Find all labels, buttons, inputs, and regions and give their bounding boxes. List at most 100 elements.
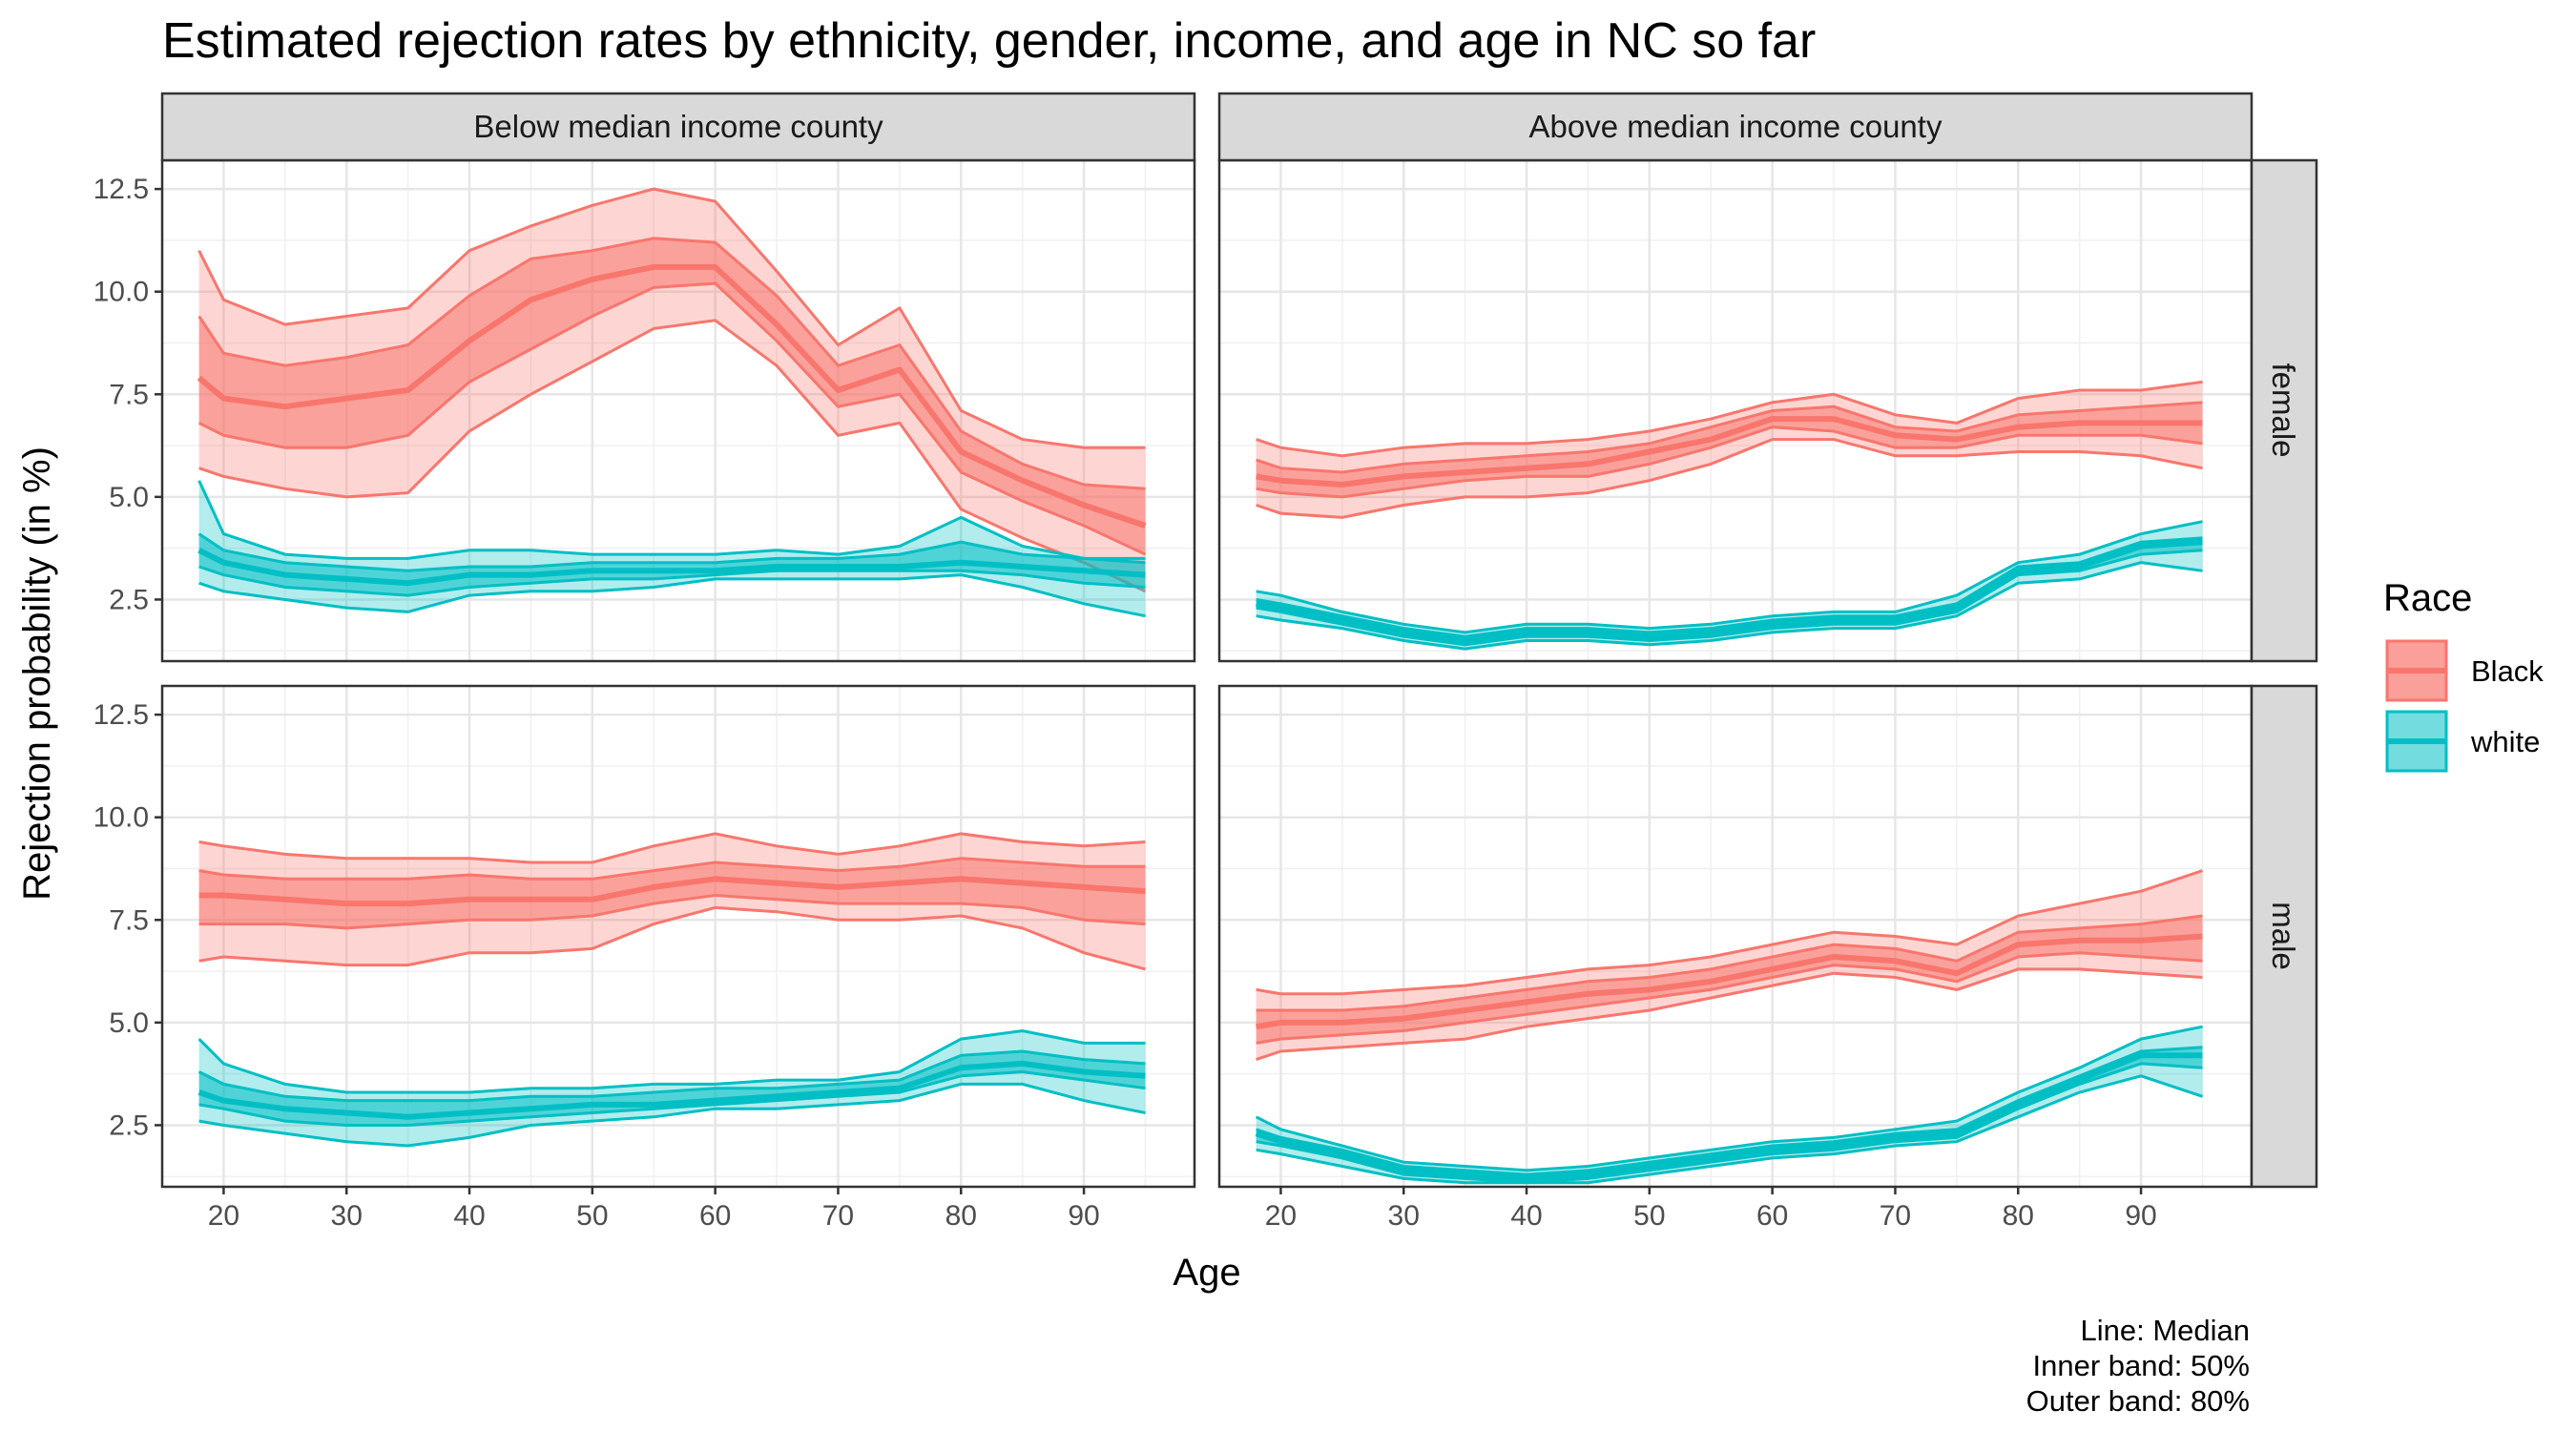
black-lower80-line bbox=[198, 905, 1146, 971]
black-upper80-line bbox=[198, 832, 1146, 864]
black-upper80-line bbox=[197, 187, 1146, 449]
x-tick-label: 60 bbox=[1756, 1200, 1788, 1232]
black-lower50-line bbox=[197, 281, 1147, 556]
x-tick-label: 90 bbox=[1068, 1200, 1099, 1232]
black-upper80-line bbox=[1256, 869, 2203, 996]
caption-line-3: Outer band: 80% bbox=[2026, 1384, 2250, 1418]
strip-row-2: male bbox=[2250, 684, 2318, 1189]
caption: Line: Median Inner band: 50% Outer band:… bbox=[2026, 1314, 2250, 1418]
black-lower80-line bbox=[1256, 967, 2203, 1062]
y-tick-label: 10.0 bbox=[93, 277, 149, 308]
white-median-line bbox=[1256, 539, 2203, 644]
x-tick-label: 30 bbox=[1388, 1200, 1420, 1232]
white-lower50-line bbox=[198, 565, 1146, 597]
panel-above-male: 20 30 40 50 60 70 80 90 bbox=[1217, 684, 2254, 1232]
y-tick-label: 5.0 bbox=[109, 1007, 149, 1039]
x-tick-label: 90 bbox=[2125, 1200, 2156, 1232]
x-tick-label: 40 bbox=[1510, 1200, 1542, 1232]
white-upper50-line bbox=[1256, 536, 2203, 638]
x-tick-label: 40 bbox=[453, 1200, 485, 1232]
series-white bbox=[197, 480, 1146, 618]
white-upper50-line bbox=[197, 1049, 1146, 1103]
chart-title: Estimated rejection rates by ethnicity, … bbox=[162, 13, 1816, 69]
y-tick-label: 7.5 bbox=[109, 904, 149, 936]
black-upper50-line bbox=[1256, 401, 2203, 474]
panel-below-female: 2.5 5.0 7.5 10.0 12.5 bbox=[93, 158, 1196, 663]
black-outer-band bbox=[198, 189, 1146, 591]
white-median-line bbox=[197, 1060, 1146, 1120]
white-lower80-line bbox=[1256, 561, 2203, 651]
x-tick-label: 50 bbox=[1633, 1200, 1665, 1232]
black-median-line bbox=[197, 263, 1147, 529]
y-axis-title: Rejection probability (in %) bbox=[16, 446, 58, 901]
white-lower50-line bbox=[198, 1069, 1146, 1127]
legend: Race Black white bbox=[2383, 577, 2544, 773]
series-white bbox=[1256, 520, 2203, 651]
caption-line-1: Line: Median bbox=[2080, 1314, 2250, 1347]
series-black bbox=[1256, 380, 2203, 519]
x-tick-label: 70 bbox=[822, 1200, 854, 1232]
white-median-line bbox=[1255, 1052, 2203, 1182]
black-lower50-line bbox=[198, 893, 1146, 930]
x-tick-label: 80 bbox=[945, 1200, 977, 1232]
y-tick-label: 2.5 bbox=[109, 1110, 149, 1141]
white-lower80-line bbox=[198, 573, 1146, 618]
series-white bbox=[1255, 1025, 2203, 1185]
black-upper50-line bbox=[198, 857, 1146, 881]
white-upper50-line bbox=[1256, 1046, 2203, 1176]
y-tick-label: 7.5 bbox=[109, 379, 149, 410]
white-lower50-line bbox=[1256, 549, 2203, 647]
white-lower50-line bbox=[1256, 1062, 2203, 1185]
black-upper80-line bbox=[1256, 380, 2203, 458]
white-upper50-line bbox=[197, 532, 1146, 572]
black-outer-band bbox=[1256, 382, 2203, 518]
black-inner-band bbox=[198, 858, 1146, 928]
series-black bbox=[1256, 869, 2203, 1062]
strip-col-1: Below median income county bbox=[160, 92, 1196, 162]
series-white bbox=[197, 1028, 1146, 1148]
black-lower80-line bbox=[1256, 438, 2203, 519]
y-tick-label: 10.0 bbox=[93, 802, 149, 834]
x-axis-title: Age bbox=[1173, 1252, 1240, 1294]
panel-above-female bbox=[1217, 158, 2254, 663]
black-median-line bbox=[198, 876, 1146, 907]
strip-col-1-label: Below median income county bbox=[473, 109, 883, 144]
y-tick-label: 12.5 bbox=[93, 174, 149, 205]
white-lower80-line bbox=[1256, 1074, 2203, 1185]
x-tick-label: 50 bbox=[576, 1200, 608, 1232]
y-tick-label: 5.0 bbox=[109, 482, 149, 513]
series-black bbox=[197, 187, 1147, 593]
strip-row-2-label: male bbox=[2266, 902, 2301, 970]
black-inner-band bbox=[1256, 402, 2203, 497]
white-median-line bbox=[197, 548, 1146, 587]
legend-label-white: white bbox=[2470, 725, 2540, 758]
panel-below-male: 2.5 5.0 7.5 10.0 12.5 20 30 40 50 60 70 80 90 bbox=[93, 684, 1196, 1232]
x-tick-label: 20 bbox=[1265, 1200, 1297, 1232]
white-lower80-line bbox=[198, 1082, 1146, 1148]
black-median-line bbox=[1256, 933, 2203, 1030]
legend-key-black bbox=[2385, 639, 2448, 702]
strip-col-2-label: Above median income county bbox=[1529, 109, 1942, 144]
x-tick-label: 30 bbox=[331, 1200, 363, 1232]
y-tick-label: 12.5 bbox=[93, 699, 149, 731]
black-median-line bbox=[1256, 416, 2203, 487]
x-tick-label: 70 bbox=[1880, 1200, 1911, 1232]
x-tick-label: 20 bbox=[208, 1200, 239, 1232]
white-upper80-line bbox=[1255, 1025, 2203, 1172]
white-upper80-line bbox=[1256, 520, 2203, 634]
series-black bbox=[198, 832, 1146, 971]
strip-row-1-label: female bbox=[2266, 363, 2301, 457]
caption-line-2: Inner band: 50% bbox=[2032, 1349, 2250, 1382]
black-upper50-line bbox=[1256, 914, 2203, 1012]
strip-col-2: Above median income county bbox=[1217, 92, 2254, 162]
black-lower50-line bbox=[1256, 425, 2203, 499]
x-tick-label: 60 bbox=[699, 1200, 731, 1232]
white-inner-band bbox=[198, 1051, 1146, 1126]
black-upper50-line bbox=[197, 237, 1146, 490]
legend-key-white bbox=[2385, 710, 2448, 773]
x-tick-label: 80 bbox=[2003, 1200, 2034, 1232]
black-lower50-line bbox=[1256, 951, 2203, 1045]
black-inner-band bbox=[198, 238, 1146, 555]
